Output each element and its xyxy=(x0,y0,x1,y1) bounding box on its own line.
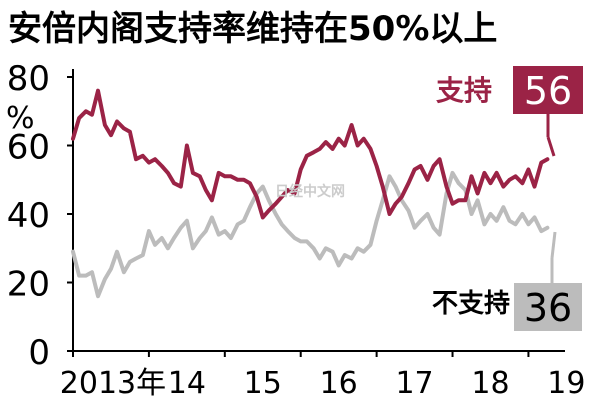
oppose-callout-line xyxy=(550,231,557,259)
y-axis-unit: % xyxy=(6,101,35,136)
oppose-legend-label: 不支持 xyxy=(432,289,510,319)
x-tick-label: 15 xyxy=(244,366,282,401)
series-layer xyxy=(71,88,550,299)
watermark: 日经中文网 xyxy=(275,183,345,200)
support-legend-label: 支持 xyxy=(436,74,492,107)
y-tick-label: 0 xyxy=(28,333,50,373)
oppose-series-line xyxy=(71,170,550,299)
y-tick-label: 20 xyxy=(7,265,50,305)
x-tick-label: 2013年 xyxy=(60,366,166,401)
y-tick-label: 40 xyxy=(7,196,50,236)
support-value: 56 xyxy=(524,69,572,113)
support-series-line xyxy=(71,88,550,220)
y-axis: 0 20 40 60 80% xyxy=(6,59,74,373)
y-tick-label: 60 xyxy=(7,128,50,168)
chart-title: 安倍内阁支持率维持在50%以上 xyxy=(8,9,497,49)
x-tick-label: 19 xyxy=(547,366,585,401)
x-tick-label: 16 xyxy=(320,366,358,401)
x-tick-label: 18 xyxy=(471,366,509,401)
oppose-value-box xyxy=(514,283,582,331)
x-axis: 2013年 14 15 16 17 18 19 xyxy=(60,350,585,401)
x-tick-label: 17 xyxy=(395,366,433,401)
x-tick-label: 14 xyxy=(168,366,206,401)
y-tick-label: 80 xyxy=(7,59,50,99)
support-callout-line xyxy=(546,136,556,157)
oppose-value: 36 xyxy=(524,286,572,330)
support-value-box xyxy=(513,66,583,114)
